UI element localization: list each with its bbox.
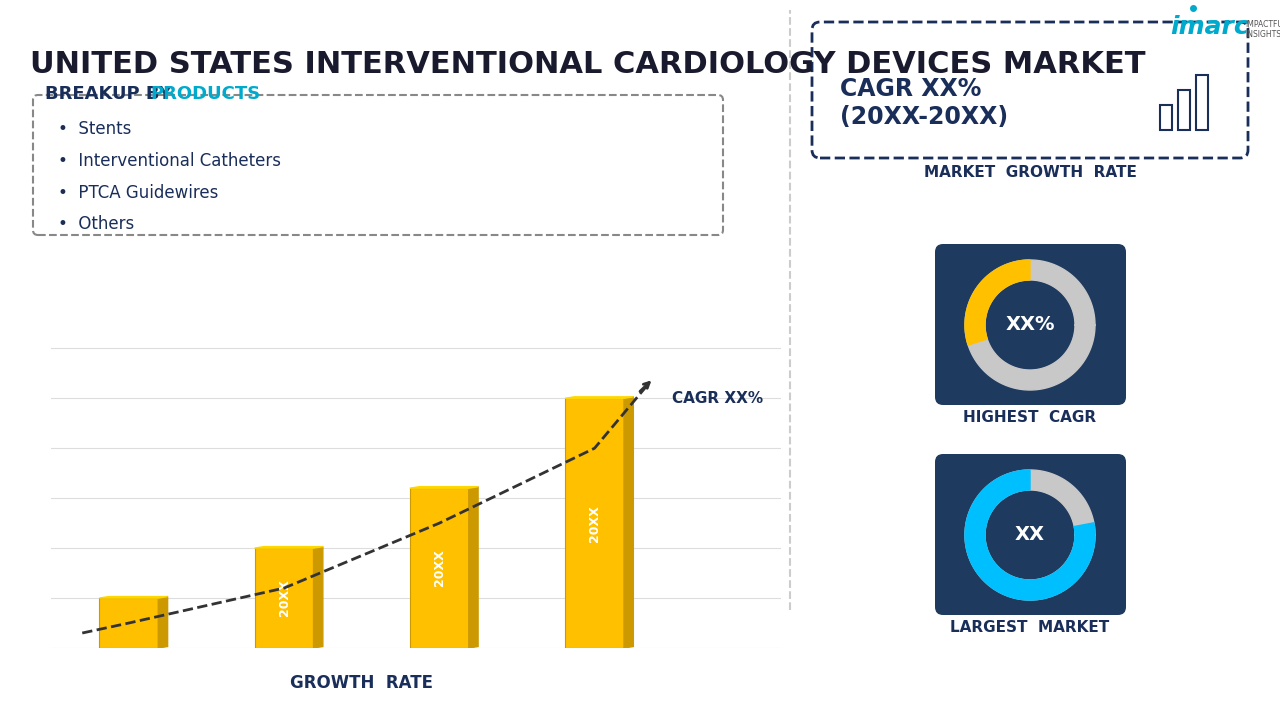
FancyBboxPatch shape (934, 244, 1126, 405)
Polygon shape (159, 597, 168, 648)
Text: •  PTCA Guidewires: • PTCA Guidewires (58, 184, 219, 202)
FancyBboxPatch shape (812, 22, 1248, 158)
Bar (100, 598, 159, 648)
Text: CAGR XX%: CAGR XX% (672, 391, 763, 406)
Polygon shape (468, 487, 479, 648)
Text: LARGEST  MARKET: LARGEST MARKET (950, 620, 1110, 635)
Polygon shape (965, 260, 1030, 345)
Text: imarc: imarc (1171, 15, 1249, 39)
FancyBboxPatch shape (33, 95, 723, 235)
Text: PRODUCTS: PRODUCTS (150, 85, 260, 103)
Polygon shape (965, 470, 1094, 600)
Bar (1160, 105, 1172, 130)
Polygon shape (410, 487, 479, 488)
Text: 20XX: 20XX (588, 505, 602, 541)
Text: XX: XX (1015, 526, 1044, 544)
Polygon shape (314, 546, 323, 648)
Text: CAGR XX%: CAGR XX% (840, 77, 982, 101)
Text: 20XX: 20XX (433, 550, 445, 587)
Polygon shape (564, 397, 634, 398)
Bar (1178, 90, 1190, 130)
Text: 20XX: 20XX (278, 580, 291, 616)
Text: MARKET  GROWTH  RATE: MARKET GROWTH RATE (924, 165, 1137, 180)
Circle shape (987, 282, 1073, 368)
Bar (1196, 75, 1208, 130)
Polygon shape (255, 546, 323, 548)
Text: UNITED STATES INTERVENTIONAL CARDIOLOGY DEVICES MARKET: UNITED STATES INTERVENTIONAL CARDIOLOGY … (29, 50, 1146, 79)
Bar (410, 488, 468, 648)
Text: •  Interventional Catheters: • Interventional Catheters (58, 152, 282, 170)
Text: HIGHEST  CAGR: HIGHEST CAGR (964, 410, 1097, 425)
Text: XX%: XX% (1005, 315, 1055, 335)
Text: IMPACTFUL
INSIGHTS: IMPACTFUL INSIGHTS (1245, 20, 1280, 40)
Text: GROWTH  RATE: GROWTH RATE (291, 674, 433, 692)
Circle shape (987, 492, 1073, 578)
Text: (20XX-20XX): (20XX-20XX) (840, 105, 1009, 129)
FancyBboxPatch shape (934, 454, 1126, 615)
Bar (564, 398, 625, 648)
Text: BREAKUP BY: BREAKUP BY (45, 85, 178, 103)
Text: •  Stents: • Stents (58, 120, 132, 138)
Polygon shape (965, 470, 1094, 600)
Polygon shape (625, 397, 634, 648)
Bar (255, 548, 314, 648)
Text: •  Others: • Others (58, 215, 134, 233)
Polygon shape (100, 597, 168, 598)
Polygon shape (965, 260, 1094, 390)
